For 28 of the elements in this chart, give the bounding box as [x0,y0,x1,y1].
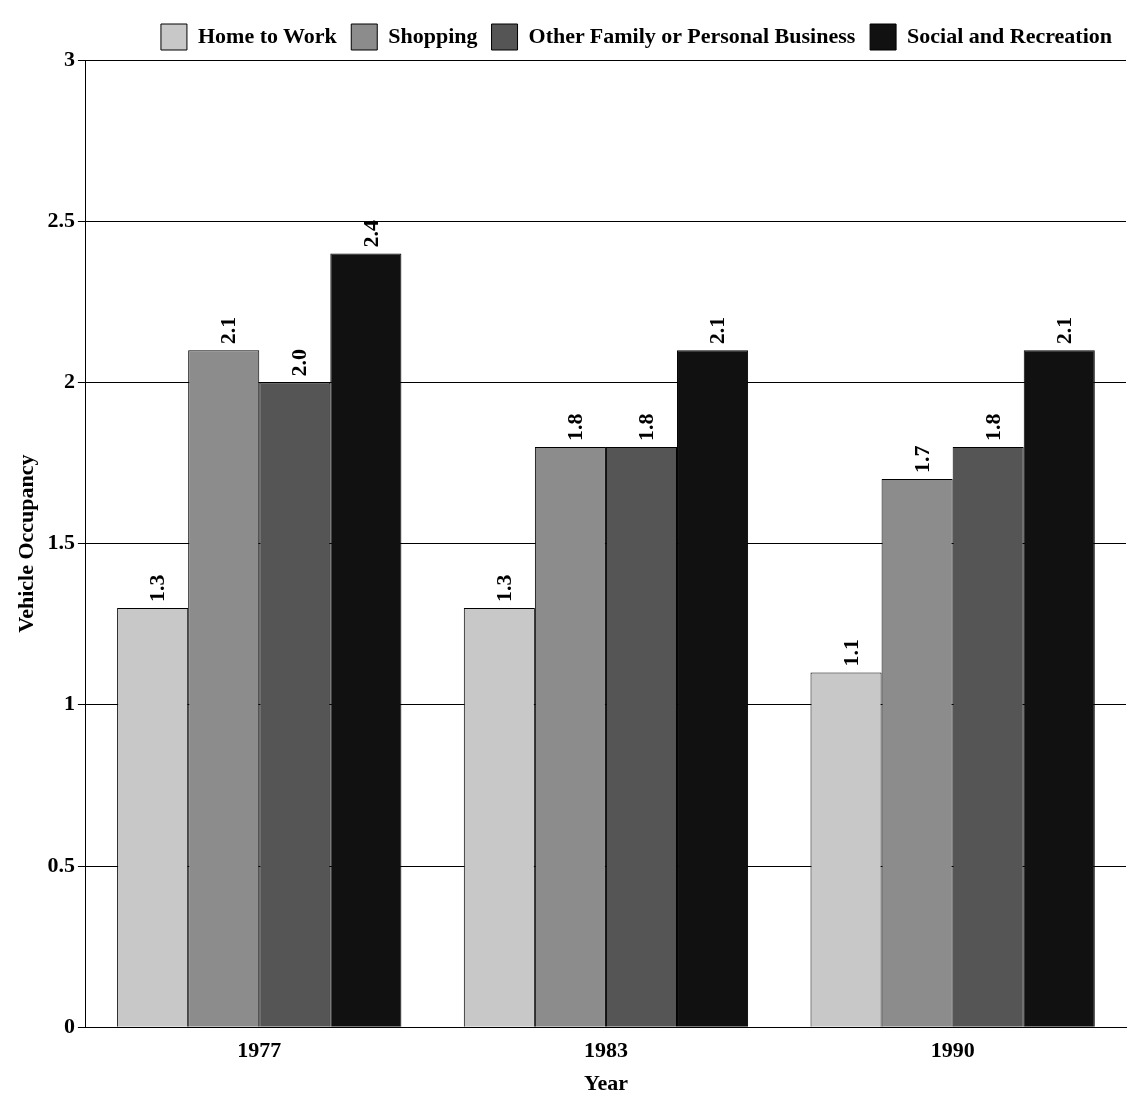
y-tick-label: 2.5 [47,206,75,232]
legend-label: Other Family or Personal Business [528,22,856,48]
y-tick-label: 3 [63,45,75,71]
data-label: 1.7 [908,445,934,474]
data-label: 2.0 [286,348,312,377]
data-label: 2.1 [215,316,241,345]
x-axis-title: Year [583,1070,629,1096]
y-tick-label: 0 [63,1012,75,1038]
y-axis-title: Vehicle Occupancy [12,454,38,633]
x-tick-label: 1990 [930,1037,975,1063]
legend-label: Home to Work [197,22,338,48]
legend-label: Shopping [388,22,478,48]
data-label: 2.4 [357,219,383,248]
data-label: 2.1 [704,316,730,345]
y-tick-label: 0.5 [47,851,75,877]
data-label: 1.1 [837,639,863,667]
data-label: 1.8 [562,413,588,441]
y-tick-label: 2 [63,368,75,394]
x-tick-label: 1983 [583,1037,628,1063]
data-label: 1.8 [633,413,659,441]
data-label: 1.3 [144,574,170,603]
legend-label: Social and Recreation [907,22,1112,48]
y-tick-label: 1 [63,690,75,716]
data-label: 1.8 [979,413,1005,441]
y-tick-label: 1.5 [47,529,75,555]
x-tick-label: 1977 [237,1037,282,1063]
data-label: 2.1 [1050,316,1076,345]
data-label: 1.3 [491,574,517,603]
